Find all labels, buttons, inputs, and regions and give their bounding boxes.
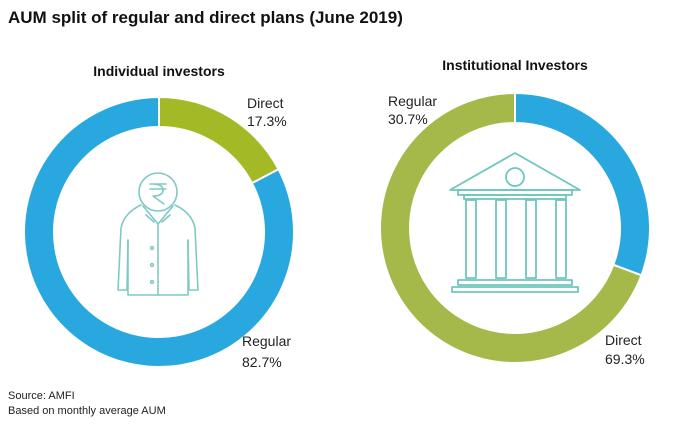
chart-institutional: Institutional Investors Regular 30.7% Di… bbox=[379, 57, 651, 367]
slice-label-name: Direct bbox=[247, 95, 284, 111]
chart-title: AUM split of regular and direct plans (J… bbox=[8, 8, 403, 27]
basis-note: Based on monthly average AUM bbox=[8, 405, 166, 417]
slice-label-value: 69.3% bbox=[605, 351, 645, 367]
slice-label-name: Direct bbox=[605, 332, 642, 348]
chart-individual: Individual investors Direct 17.3% Regula… bbox=[23, 63, 295, 370]
slice-label-name: Regular bbox=[242, 333, 291, 349]
person-rupee-icon bbox=[117, 172, 199, 296]
source-note: Source: AMFI bbox=[8, 390, 75, 402]
donut-individual bbox=[23, 95, 295, 368]
donut-institutional bbox=[379, 91, 651, 364]
slice-regular bbox=[23, 95, 295, 368]
slice-label-value: 17.3% bbox=[247, 113, 287, 129]
chart-individual-title: Individual investors bbox=[93, 63, 225, 79]
bank-building-icon bbox=[449, 152, 581, 293]
chart-institutional-title: Institutional Investors bbox=[442, 57, 588, 73]
slice-label-value: 30.7% bbox=[388, 111, 428, 127]
slice-label-name: Regular bbox=[388, 93, 437, 109]
slice-label-value: 82.7% bbox=[242, 354, 282, 370]
slice-direct bbox=[379, 91, 643, 364]
